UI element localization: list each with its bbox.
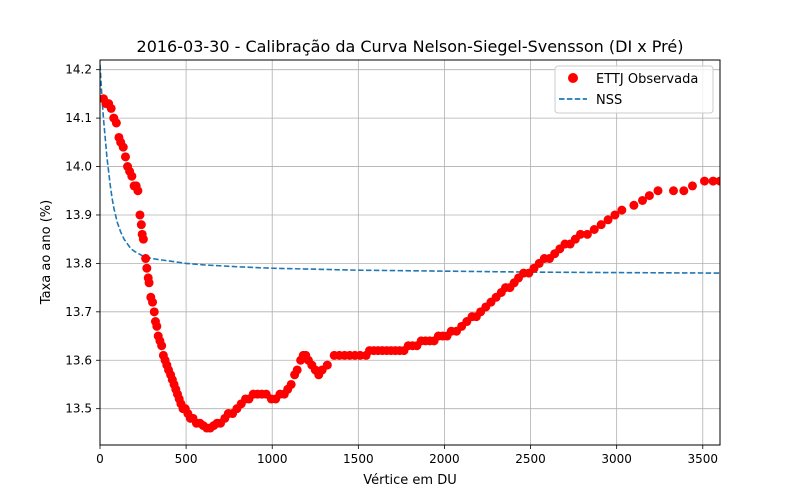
y-tick-label: 13.7	[65, 305, 92, 319]
nss-curve-line	[100, 64, 720, 274]
ettj-point	[141, 254, 151, 264]
x-axis-ticks: 0 500 1000 1500 2000 2500 3000 3500	[96, 445, 718, 466]
ettj-point	[111, 118, 121, 128]
x-tick-label: 0	[96, 452, 104, 466]
ettj-point	[120, 152, 130, 162]
ettj-point	[292, 365, 302, 375]
ettj-point	[133, 186, 143, 196]
legend: ETTJ Observada NSS	[554, 65, 714, 114]
ettj-point	[603, 215, 613, 225]
x-tick-label: 1500	[343, 452, 374, 466]
ettj-point	[653, 186, 663, 196]
ettj-point	[136, 220, 146, 230]
y-tick-label: 14.2	[65, 63, 92, 77]
ettj-point	[596, 220, 606, 230]
legend-label-ettj: ETTJ Observada	[596, 72, 698, 87]
plot-frame	[99, 59, 721, 446]
ettj-point	[322, 360, 332, 370]
legend-box	[554, 65, 714, 114]
y-axis-label: Taxa ao ano (%)	[39, 200, 54, 305]
y-tick-label: 13.8	[65, 256, 92, 270]
ettj-point	[118, 142, 128, 152]
ettj-point	[679, 186, 689, 196]
ettj-point	[135, 210, 145, 220]
legend-marker-ettj	[568, 73, 578, 83]
ettj-point	[669, 186, 678, 196]
y-tick-label: 13.6	[65, 353, 92, 367]
x-axis-label: Vértice em DU	[363, 473, 457, 488]
ettj-point	[582, 229, 592, 239]
x-tick-label: 1000	[257, 452, 288, 466]
x-tick-label: 500	[175, 452, 198, 466]
ettj-point	[157, 341, 167, 351]
ettj-point	[687, 181, 697, 191]
legend-label-nss: NSS	[596, 93, 622, 108]
x-tick-label: 3000	[601, 452, 632, 466]
nss-series	[100, 64, 720, 274]
ettj-point	[576, 229, 585, 239]
x-tick-label: 2500	[515, 452, 546, 466]
ettj-point	[715, 176, 720, 186]
ettj-point	[638, 195, 647, 205]
ettj-series	[100, 94, 720, 433]
ettj-point	[610, 210, 620, 220]
ettj-point	[138, 234, 148, 244]
ettj-point	[589, 225, 599, 234]
ettj-point	[127, 171, 137, 181]
ettj-point	[106, 103, 116, 113]
y-tick-label: 14.0	[65, 160, 92, 174]
ettj-point	[644, 191, 654, 201]
ettj-point	[142, 263, 152, 273]
y-axis-ticks: 13.5 13.6 13.7 13.8 13.9 14.0 14.1 14.2	[65, 63, 100, 416]
x-tick-label: 3500	[688, 452, 719, 466]
y-tick-label: 14.1	[65, 111, 92, 125]
chart-title: 2016-03-30 - Calibração da Curva Nelson-…	[137, 37, 684, 56]
y-tick-label: 13.5	[65, 402, 92, 416]
ettj-point	[708, 176, 718, 186]
ettj-point	[149, 307, 159, 317]
ettj-point	[700, 176, 709, 186]
ettj-point	[286, 379, 296, 389]
ettj-point	[144, 278, 154, 288]
ettj-point	[152, 321, 162, 331]
ettj-point	[148, 297, 158, 307]
x-tick-label: 2000	[429, 452, 460, 466]
y-tick-label: 13.9	[65, 208, 92, 222]
ettj-point	[629, 200, 639, 210]
ettj-point	[617, 205, 627, 215]
grid-lines	[99, 60, 720, 445]
